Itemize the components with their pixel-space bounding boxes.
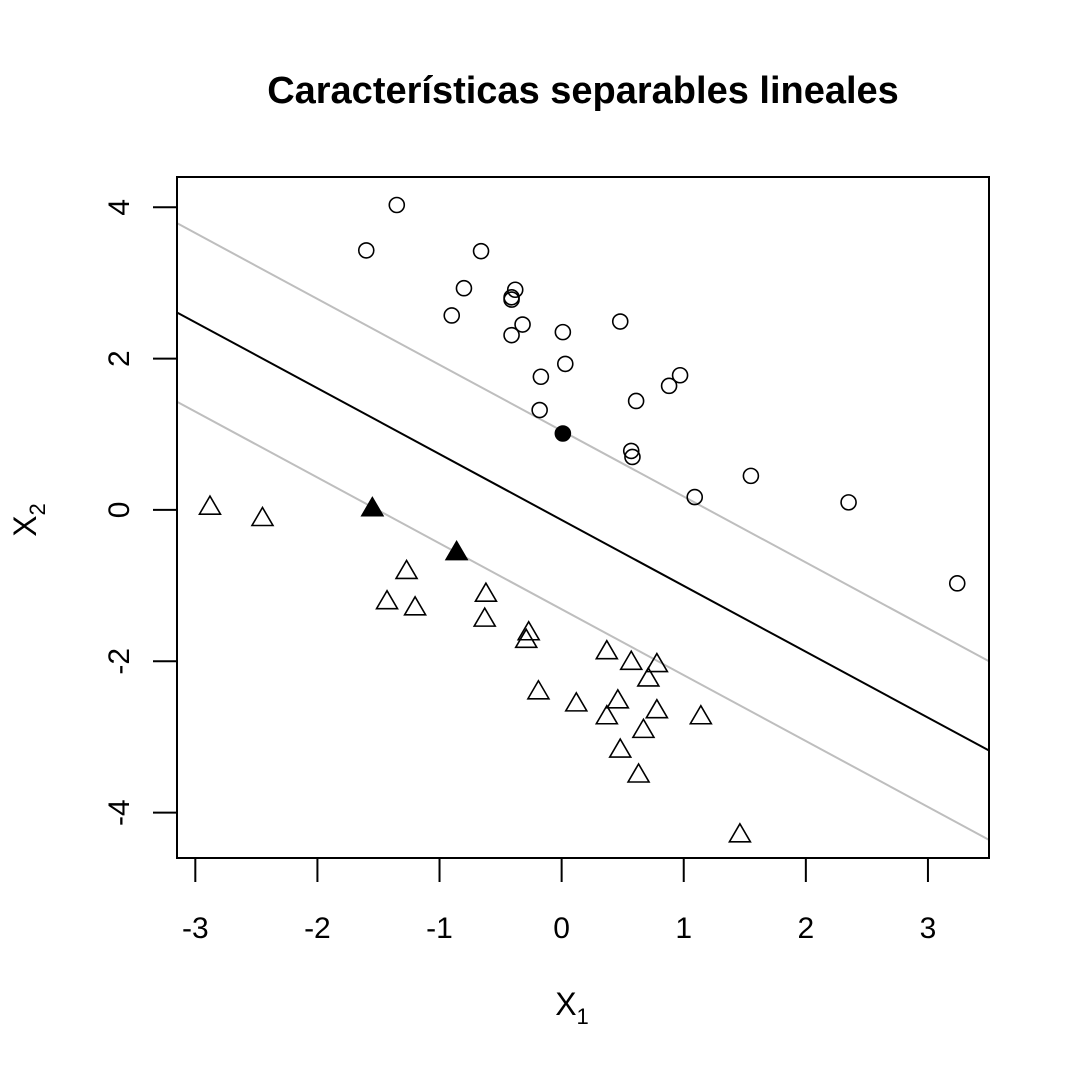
y-tick-label: 2 xyxy=(103,350,136,367)
triangle-point xyxy=(644,651,669,673)
decision-boundary-line xyxy=(176,311,990,752)
plot-markers xyxy=(198,196,966,843)
triangle-point xyxy=(631,717,656,739)
x-tick-label: 3 xyxy=(920,912,937,945)
x-axis-label-main: X xyxy=(555,986,576,1022)
triangle-point xyxy=(394,558,419,580)
triangle-point xyxy=(636,666,661,687)
circle-point xyxy=(627,392,645,410)
triangle-point xyxy=(198,494,222,515)
circle-point xyxy=(514,316,531,333)
y-tick-label: 4 xyxy=(103,199,136,216)
triangle-point xyxy=(472,606,497,627)
x-tick-label: 0 xyxy=(553,912,570,945)
plot-frame xyxy=(176,176,990,859)
y-tick-label: -2 xyxy=(103,648,136,675)
triangle-point xyxy=(564,691,589,712)
circle-point xyxy=(742,467,760,485)
x-tick-label: 2 xyxy=(797,912,814,945)
triangle-point xyxy=(626,762,651,783)
plot-lines xyxy=(176,222,990,841)
y-tick-label: -4 xyxy=(103,799,136,826)
circle-point xyxy=(357,242,375,259)
support-vector-circle-point xyxy=(554,425,572,442)
circle-point xyxy=(388,196,406,214)
support-vector-triangle-point xyxy=(444,539,469,561)
circle-point xyxy=(671,366,689,384)
triangle-point xyxy=(594,704,619,725)
x-tick-label: 1 xyxy=(675,912,692,945)
y-tick-label: 0 xyxy=(103,502,136,519)
triangle-point xyxy=(403,595,427,616)
margin-upper-line xyxy=(176,222,990,663)
circle-point xyxy=(624,448,641,466)
circle-point xyxy=(948,575,966,592)
circle-point xyxy=(622,442,640,460)
circle-point xyxy=(532,368,550,386)
triangle-point xyxy=(728,822,752,843)
triangle-point xyxy=(605,688,630,709)
triangle-point xyxy=(608,737,633,758)
triangle-point xyxy=(594,639,619,660)
circle-point xyxy=(455,279,473,297)
circle-point xyxy=(686,488,704,506)
x-axis-label-sub: 1 xyxy=(577,1004,589,1029)
x-tick-label: -1 xyxy=(426,912,453,945)
circle-point xyxy=(660,377,678,395)
y-axis: -4 -2 0 2 4 xyxy=(103,199,178,826)
support-vector-triangle-point xyxy=(360,496,385,517)
circle-point xyxy=(506,281,524,299)
triangle-point xyxy=(375,589,399,610)
circle-point xyxy=(443,307,461,324)
triangle-point xyxy=(250,505,275,527)
x-tick-label: -3 xyxy=(182,912,209,945)
y-axis-label-sub: 2 xyxy=(25,503,50,515)
margin-lower-line xyxy=(176,400,990,841)
circle-point xyxy=(503,326,520,344)
chart-title: Características separables lineales xyxy=(267,70,899,112)
triangle-point xyxy=(526,679,551,700)
circle-point xyxy=(840,494,857,511)
triangle-point xyxy=(474,581,498,602)
triangle-point xyxy=(644,698,669,719)
x-axis-label: X1 xyxy=(555,986,589,1029)
circle-point xyxy=(472,242,490,260)
triangle-point xyxy=(688,704,713,725)
x-tick-label: -2 xyxy=(304,912,331,945)
triangle-point xyxy=(516,620,541,641)
circle-point xyxy=(531,401,548,419)
triangle-point xyxy=(514,627,539,649)
circle-point xyxy=(554,323,572,341)
y-axis-label-main: X xyxy=(7,515,43,536)
circle-point xyxy=(503,291,520,308)
y-axis-label: X2 xyxy=(7,503,50,537)
circle-point xyxy=(611,313,629,330)
triangle-point xyxy=(619,649,644,671)
circle-point xyxy=(556,355,574,373)
x-axis: -3 -2 -1 0 1 2 3 xyxy=(182,857,937,945)
